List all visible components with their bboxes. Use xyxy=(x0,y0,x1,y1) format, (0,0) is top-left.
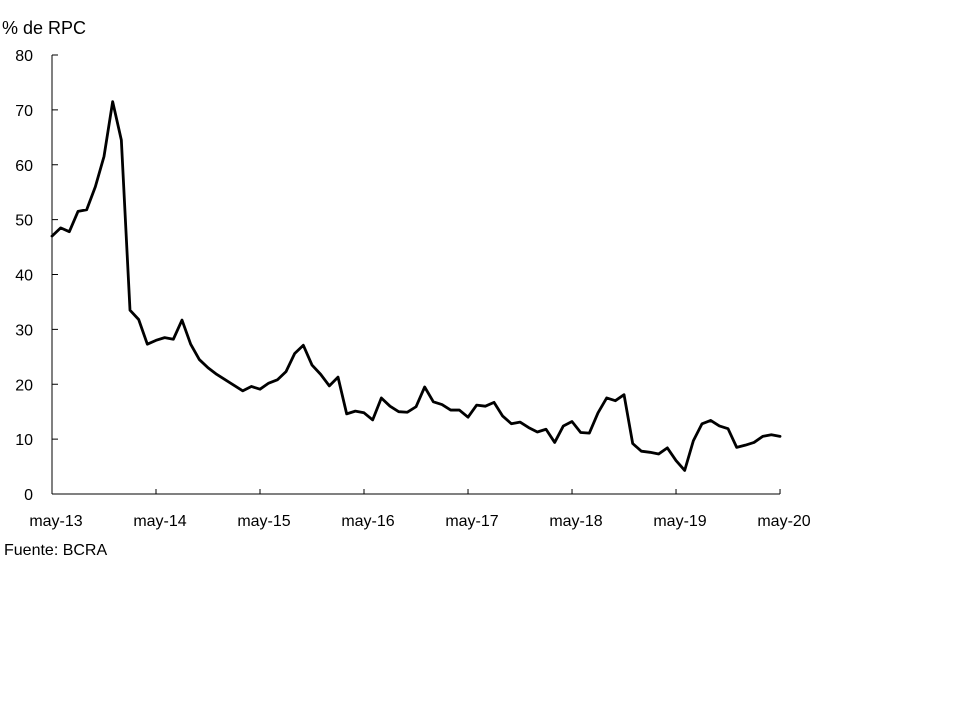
x-tick-label: may-16 xyxy=(341,513,394,530)
x-tick-label: may-18 xyxy=(549,513,602,530)
x-tick-label: may-15 xyxy=(237,513,290,530)
x-tick-label: may-19 xyxy=(653,513,706,530)
y-axis-title: % de RPC xyxy=(2,18,86,38)
y-axis-ticks: 0 10 20 30 40 50 60 70 80 xyxy=(15,48,58,504)
x-tick-label: may-14 xyxy=(133,513,186,530)
y-tick-label: 60 xyxy=(15,158,33,175)
x-tick-label: may-17 xyxy=(445,513,498,530)
y-tick-label: 0 xyxy=(24,487,33,504)
x-tick-label: may-13 xyxy=(29,513,82,530)
y-tick-label: 70 xyxy=(15,103,33,120)
y-tick-label: 30 xyxy=(15,322,33,339)
y-tick-label: 80 xyxy=(15,48,33,65)
y-tick-label: 50 xyxy=(15,213,33,230)
y-tick-label: 10 xyxy=(15,432,33,449)
series-layer xyxy=(50,100,782,472)
source-note: Fuente: BCRA xyxy=(4,542,108,559)
x-tick-label: may-20 xyxy=(757,513,810,530)
x-axis-ticks: may-13 may-14 may-15 may-16 may-17 may-18 may-… xyxy=(29,489,811,530)
y-tick-label: 40 xyxy=(15,268,33,285)
y-tick-label: 20 xyxy=(15,377,33,394)
series-line xyxy=(50,100,782,472)
